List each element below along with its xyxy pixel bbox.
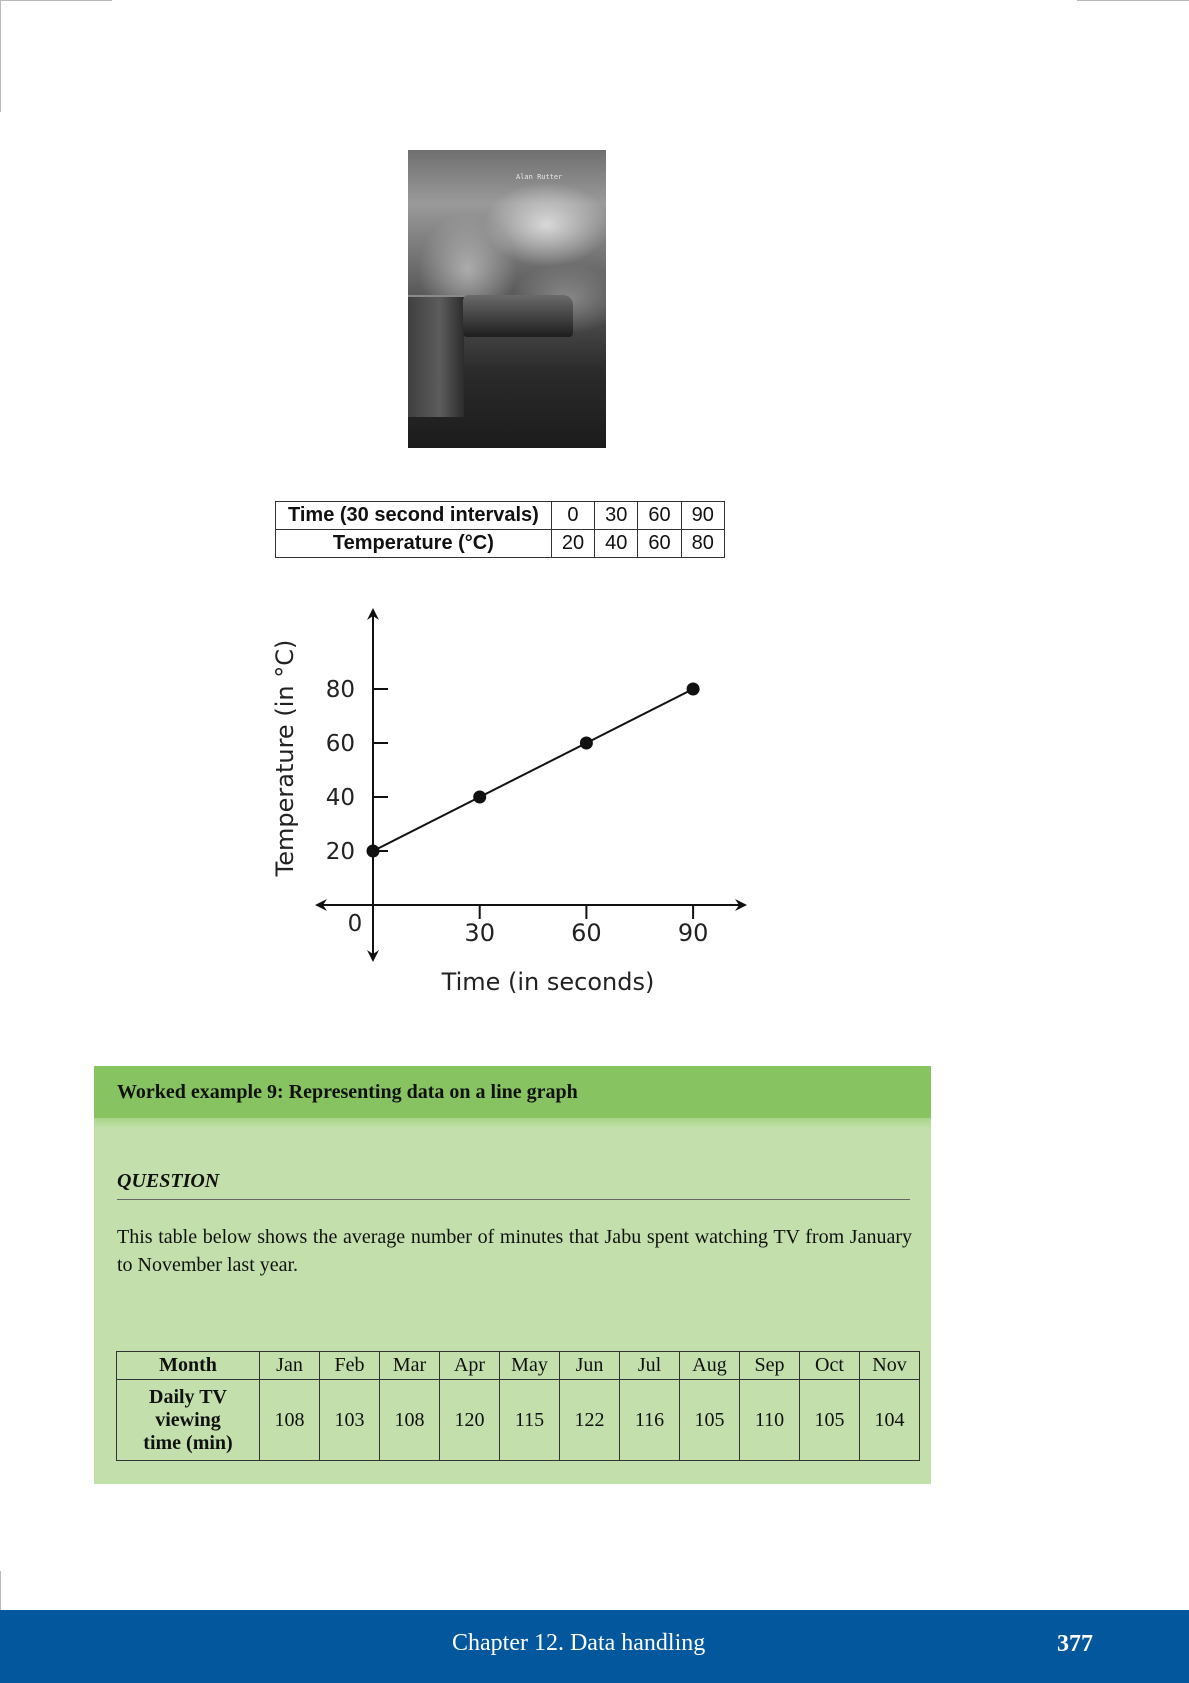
series-line bbox=[372, 688, 694, 852]
table-cell: 60 bbox=[637, 501, 682, 530]
title-shade bbox=[94, 1118, 931, 1128]
minutes-cell: 116 bbox=[619, 1379, 680, 1461]
row-header-line: time (min) bbox=[143, 1431, 233, 1454]
minutes-cell: 110 bbox=[739, 1379, 800, 1461]
row-header-line: Daily TV bbox=[149, 1385, 227, 1408]
minutes-cell: 120 bbox=[439, 1379, 500, 1461]
x-tick-label: 60 bbox=[571, 919, 602, 947]
tv-viewing-table: Month Jan Feb Mar Apr May Jun Jul Aug Se… bbox=[116, 1351, 920, 1461]
question-text: This table below shows the average numbe… bbox=[117, 1226, 912, 1276]
worked-example-title: Worked example 9: Representing data on a… bbox=[94, 1066, 931, 1118]
table-row: Month Jan Feb Mar Apr May Jun Jul Aug Se… bbox=[116, 1351, 920, 1380]
x-tick-label: 90 bbox=[678, 919, 709, 947]
table-cell: 40 bbox=[594, 529, 639, 558]
table-cell: 20 bbox=[550, 529, 596, 558]
y-tick-label: 80 bbox=[326, 677, 355, 703]
boiling-pot-photo: Alan Rutter bbox=[408, 150, 606, 448]
month-cell: Jul bbox=[619, 1351, 680, 1380]
pot-body bbox=[408, 295, 464, 417]
page-number: 377 bbox=[1057, 1631, 1093, 1657]
month-cell: Jan bbox=[259, 1351, 320, 1380]
question-divider bbox=[117, 1199, 910, 1200]
row-header: Time (30 second intervals) bbox=[275, 501, 552, 530]
month-cell: Sep bbox=[739, 1351, 800, 1380]
pot-handle bbox=[463, 295, 573, 337]
chapter-title: Chapter 12. Data handling bbox=[452, 1630, 706, 1656]
table-cell: 80 bbox=[680, 529, 725, 558]
minutes-cell: 105 bbox=[679, 1379, 740, 1461]
temperature-table: Time (30 second intervals) 0 30 60 90 Te… bbox=[275, 501, 725, 558]
table-row: Time (30 second intervals) 0 30 60 90 bbox=[275, 501, 725, 530]
minutes-cell: 115 bbox=[499, 1379, 560, 1461]
page-footer: Chapter 12. Data handling 377 bbox=[0, 1610, 1189, 1683]
table-cell: 0 bbox=[550, 501, 596, 530]
month-cell: Feb bbox=[319, 1351, 380, 1380]
table-cell: 60 bbox=[637, 529, 682, 558]
question-label: QUESTION bbox=[117, 1170, 220, 1192]
table-row: Temperature (°C) 20 40 60 80 bbox=[275, 529, 725, 558]
table-row: Daily TV viewing time (min) 108 103 108 … bbox=[116, 1379, 920, 1461]
y-axis-label: Temperature (in °C) bbox=[271, 640, 299, 878]
y-tick-label: 60 bbox=[326, 731, 355, 757]
row-header: Temperature (°C) bbox=[275, 529, 552, 558]
month-cell: May bbox=[499, 1351, 560, 1380]
crop-mark bbox=[1077, 0, 1189, 1]
data-point bbox=[473, 790, 487, 804]
table-cell: 30 bbox=[594, 501, 639, 530]
row-header: Daily TV viewing time (min) bbox=[116, 1379, 260, 1461]
month-cell: Jun bbox=[559, 1351, 620, 1380]
minutes-cell: 122 bbox=[559, 1379, 620, 1461]
data-point bbox=[579, 736, 593, 750]
row-header: Month bbox=[116, 1351, 260, 1380]
minutes-cell: 104 bbox=[859, 1379, 920, 1461]
origin-label: 0 bbox=[348, 911, 363, 937]
crop-mark bbox=[0, 0, 1, 112]
table-cell: 90 bbox=[680, 501, 725, 530]
crop-mark bbox=[0, 1571, 1, 1610]
month-cell: Oct bbox=[799, 1351, 860, 1380]
minutes-cell: 103 bbox=[319, 1379, 380, 1461]
minutes-cell: 105 bbox=[799, 1379, 860, 1461]
temperature-line-chart: 30 60 90 20 40 60 80 0 Time (in seconds) Tempe… bbox=[271, 608, 747, 996]
month-cell: Aug bbox=[679, 1351, 740, 1380]
month-cell: Apr bbox=[439, 1351, 500, 1380]
x-axis-label: Time (in seconds) bbox=[441, 968, 655, 996]
data-point bbox=[366, 844, 380, 858]
month-cell: Nov bbox=[859, 1351, 920, 1380]
row-header-line: viewing bbox=[155, 1408, 221, 1431]
x-tick-label: 30 bbox=[464, 919, 495, 947]
y-tick-label: 40 bbox=[326, 785, 355, 811]
month-cell: Mar bbox=[379, 1351, 440, 1380]
minutes-cell: 108 bbox=[259, 1379, 320, 1461]
y-tick-label: 20 bbox=[326, 839, 355, 865]
minutes-cell: 108 bbox=[379, 1379, 440, 1461]
photo-credit: Alan Rutter bbox=[516, 173, 563, 181]
data-point bbox=[686, 682, 700, 696]
worked-example-box: Worked example 9: Representing data on a… bbox=[94, 1066, 931, 1484]
crop-mark bbox=[0, 0, 112, 1]
